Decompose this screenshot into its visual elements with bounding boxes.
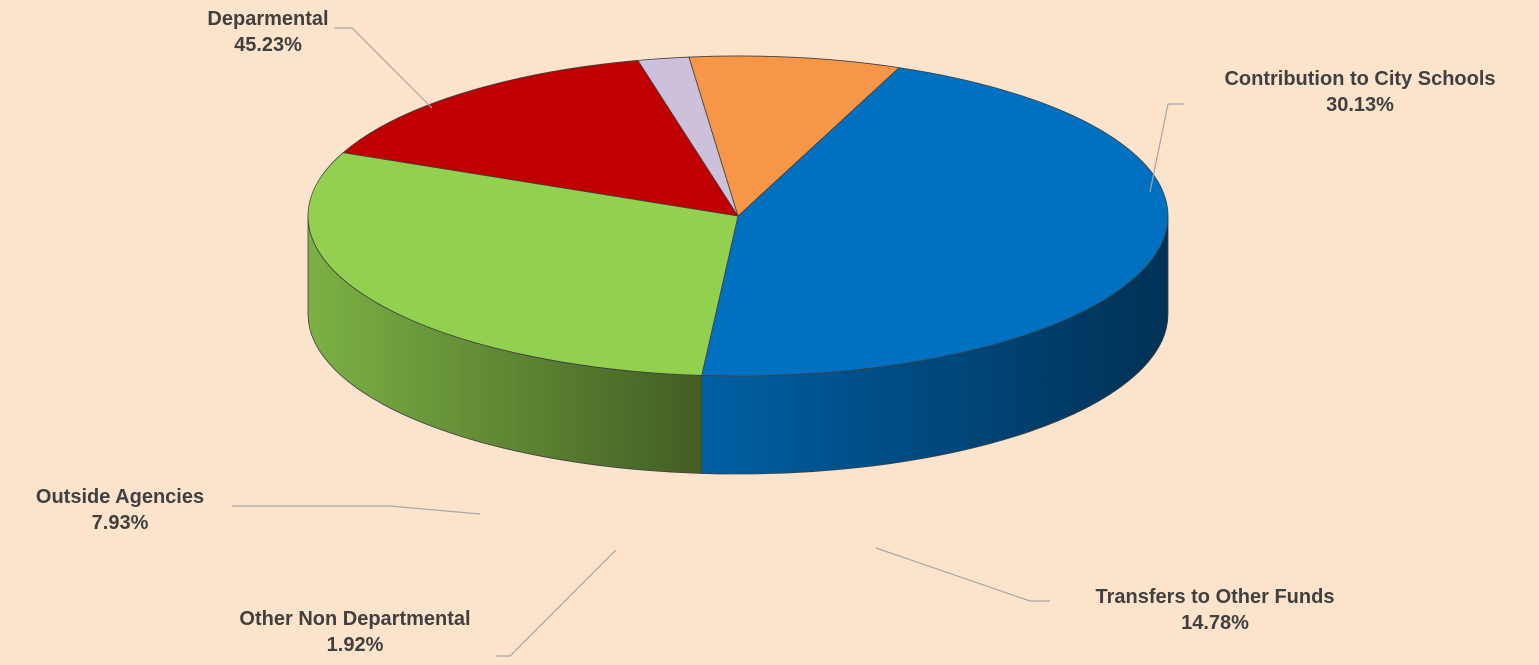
data-label-contribution-to-city-schools: Contribution to City Schools 30.13% xyxy=(1190,66,1530,118)
leader-line-outside-agencies xyxy=(232,505,481,515)
pie-slice-outside-agencies xyxy=(688,55,900,217)
data-label-name: Contribution to City Schools xyxy=(1224,68,1496,90)
leader-line-transfers-to-other-funds xyxy=(875,547,1050,602)
data-label-deparmental: Deparmental 45.23% xyxy=(168,6,368,58)
data-label-outside-agencies: Outside Agencies 7.93% xyxy=(10,484,230,536)
data-label-name: Other Non Departmental xyxy=(239,608,471,630)
data-label-other-non-departmental: Other Non Departmental 1.92% xyxy=(190,606,520,658)
data-label-value: 14.78% xyxy=(1181,612,1249,634)
leader-line-deparmental xyxy=(334,27,433,109)
leader-lines xyxy=(232,27,1184,657)
data-label-name: Transfers to Other Funds xyxy=(1095,586,1335,608)
data-label-value: 30.13% xyxy=(1326,94,1394,116)
leader-line-contribution-to-city-schools xyxy=(1149,103,1184,193)
pie-slice-contribution-to-city-schools xyxy=(307,152,739,376)
pie-slice-deparmental xyxy=(701,67,1169,377)
data-label-transfers-to-other-funds: Transfers to Other Funds 14.78% xyxy=(1050,584,1380,636)
data-label-value: 1.92% xyxy=(326,634,384,656)
pie-slice-transfers-to-other-funds xyxy=(342,59,739,217)
pie-tops xyxy=(307,55,1169,377)
leader-line-other-non-departmental xyxy=(496,549,617,657)
data-label-value: 45.23% xyxy=(234,34,302,56)
data-label-name: Outside Agencies xyxy=(35,486,205,508)
data-label-name: Deparmental xyxy=(207,8,329,30)
data-label-value: 7.93% xyxy=(91,512,149,534)
